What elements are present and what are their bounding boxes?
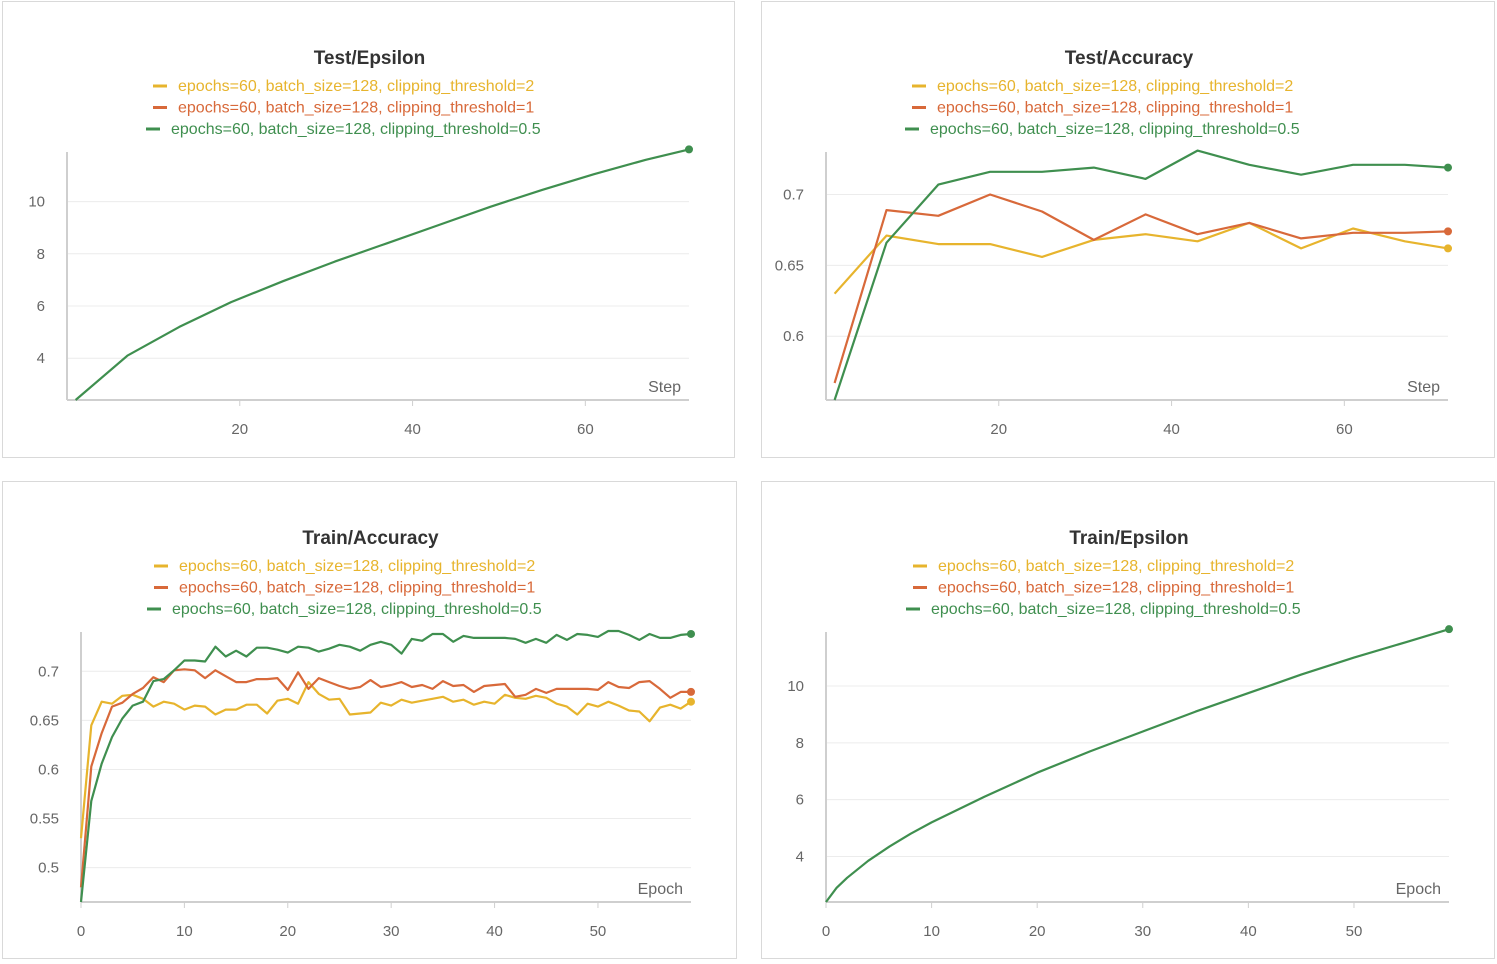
x-axis-label: Step	[1407, 379, 1440, 396]
x-tick-label: 20	[231, 421, 248, 438]
x-tick-label: 20	[1029, 923, 1046, 940]
chart-panel-train-epsilon: Train/Epsilon epochs=60, batch_size=128, …	[761, 481, 1495, 959]
x-tick-label: 40	[1240, 923, 1257, 940]
x-axis-label: Epoch	[638, 881, 683, 898]
x-tick-label: 10	[176, 923, 193, 940]
x-tick-label: 60	[577, 421, 594, 438]
x-tick-label: 0	[822, 923, 830, 940]
legend-entry: epochs=60, batch_size=128, clipping_thre…	[172, 601, 542, 618]
legend-entry: epochs=60, batch_size=128, clipping_thre…	[171, 121, 541, 138]
series-endpoint-clip1	[687, 687, 695, 696]
x-tick-label: 30	[1134, 923, 1151, 940]
chart-panel-test-epsilon: Test/Epsilon epochs=60, batch_size=128, c…	[2, 1, 735, 458]
y-tick-label: 0.5	[38, 860, 59, 877]
legend-entry: epochs=60, batch_size=128, clipping_thre…	[937, 78, 1293, 95]
series-endpoint-clip1	[1444, 227, 1452, 236]
series-endpoint-clip05	[1444, 163, 1452, 172]
y-tick-label: 8	[37, 246, 45, 263]
y-tick-label: 0.7	[783, 187, 804, 204]
x-tick-label: 40	[1163, 421, 1180, 438]
x-tick-label: 60	[1336, 421, 1353, 438]
y-tick-label: 0.6	[783, 328, 804, 345]
y-tick-label: 10	[28, 194, 45, 211]
y-tick-label: 6	[37, 298, 45, 315]
series-endpoint-clip05	[685, 145, 693, 154]
legend-entry: epochs=60, batch_size=128, clipping_thre…	[179, 580, 535, 597]
y-tick-label: 4	[37, 350, 45, 367]
legend-entry: epochs=60, batch_size=128, clipping_thre…	[178, 100, 534, 117]
x-tick-label: 20	[279, 923, 296, 940]
y-tick-label: 8	[796, 735, 804, 752]
legend-entry: epochs=60, batch_size=128, clipping_thre…	[931, 601, 1301, 618]
y-tick-label: 0.55	[30, 811, 59, 828]
legend-entry: epochs=60, batch_size=128, clipping_thre…	[179, 558, 535, 575]
x-axis-label: Epoch	[1396, 881, 1441, 898]
series-line-clip05	[825, 628, 1450, 903]
series-line-clip05	[74, 148, 690, 401]
chart-title: Test/Accuracy	[1065, 48, 1194, 69]
y-tick-label: 0.65	[775, 257, 804, 274]
series-line-clip05	[833, 149, 1449, 401]
x-tick-label: 30	[383, 923, 400, 940]
series-endpoint-clip2	[687, 697, 695, 706]
x-tick-label: 40	[404, 421, 421, 438]
legend-entry: epochs=60, batch_size=128, clipping_thre…	[938, 558, 1294, 575]
y-tick-label: 6	[796, 792, 804, 809]
x-tick-label: 0	[77, 923, 85, 940]
chart-title: Train/Epsilon	[1069, 528, 1188, 549]
y-tick-label: 4	[796, 849, 804, 866]
x-tick-label: 40	[486, 923, 503, 940]
series-endpoint-clip05	[687, 629, 695, 638]
x-tick-label: 20	[990, 421, 1007, 438]
series-line-clip2	[79, 681, 692, 839]
x-tick-label: 50	[1346, 923, 1363, 940]
x-axis-label: Step	[648, 379, 681, 396]
y-tick-label: 0.7	[38, 663, 59, 680]
legend-entry: epochs=60, batch_size=128, clipping_thre…	[930, 121, 1300, 138]
x-tick-label: 50	[590, 923, 607, 940]
legend-entry: epochs=60, batch_size=128, clipping_thre…	[937, 100, 1293, 117]
y-tick-label: 0.65	[30, 712, 59, 729]
chart-svg-train-epsilon: Train/Epsilon epochs=60, batch_size=128, …	[787, 528, 1453, 940]
chart-svg-train-accuracy: Train/Accuracy epochs=60, batch_size=128,…	[30, 528, 695, 940]
chart-panel-test-accuracy: Test/Accuracy epochs=60, batch_size=128, …	[761, 1, 1495, 458]
series-line-clip05	[79, 629, 692, 903]
chart-title: Test/Epsilon	[314, 48, 426, 69]
legend-entry: epochs=60, batch_size=128, clipping_thre…	[938, 580, 1294, 597]
y-tick-label: 10	[787, 678, 804, 695]
chart-svg-test-accuracy: Test/Accuracy epochs=60, batch_size=128, …	[775, 48, 1452, 438]
x-tick-label: 10	[923, 923, 940, 940]
y-tick-label: 0.6	[38, 761, 59, 778]
series-endpoint-clip2	[1444, 244, 1452, 253]
chart-title: Train/Accuracy	[302, 528, 439, 549]
series-line-clip2	[833, 221, 1449, 295]
series-endpoint-clip05	[1445, 625, 1453, 634]
chart-panel-train-accuracy: Train/Accuracy epochs=60, batch_size=128,…	[2, 481, 737, 959]
series-line-clip1	[833, 193, 1449, 384]
chart-svg-test-epsilon: Test/Epsilon epochs=60, batch_size=128, c…	[28, 48, 693, 438]
series-line-clip1	[79, 668, 691, 888]
legend-entry: epochs=60, batch_size=128, clipping_thre…	[178, 78, 534, 95]
